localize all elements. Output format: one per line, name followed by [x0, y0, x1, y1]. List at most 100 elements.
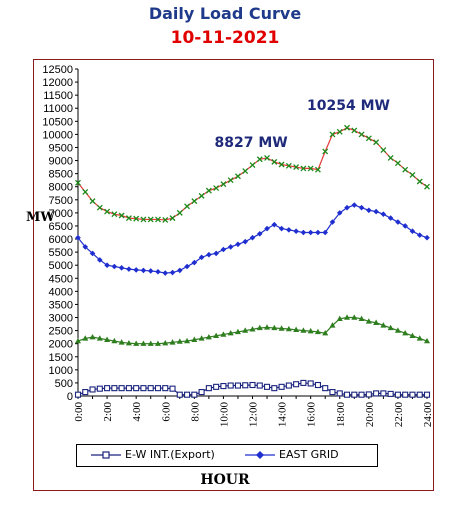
- data-point: [75, 234, 81, 241]
- y-tick-label: 11500: [43, 90, 73, 102]
- data-point: [75, 337, 81, 344]
- y-tick-label: 6500: [49, 221, 73, 233]
- data-point: [264, 154, 271, 161]
- data-point: [271, 158, 278, 165]
- y-tick-label: 8000: [49, 182, 73, 194]
- data-point: [133, 340, 140, 346]
- data-point: [329, 322, 336, 328]
- data-point: [140, 340, 147, 346]
- data-point: [402, 391, 409, 398]
- y-tick-label: 7000: [49, 208, 73, 220]
- data-point: [198, 335, 205, 341]
- y-tick-label: 4000: [49, 286, 73, 298]
- data-point: [111, 385, 118, 392]
- data-point: [242, 382, 249, 389]
- data-point: [424, 234, 430, 241]
- legend-label-east-grid: EAST GRID: [279, 448, 339, 461]
- data-point: [227, 177, 234, 184]
- legend-marker-diamond-icon: [245, 450, 275, 459]
- y-tick-label: 1000: [49, 365, 73, 377]
- data-point: [409, 171, 416, 178]
- data-point: [344, 314, 351, 320]
- x-tick-label: 10:00: [218, 402, 230, 428]
- data-point: [351, 391, 358, 398]
- data-point: [329, 131, 336, 138]
- data-point: [155, 268, 161, 275]
- data-point: [271, 221, 278, 228]
- y-tick-label: 1500: [49, 352, 73, 364]
- data-point: [307, 327, 314, 334]
- data-point: [416, 178, 423, 185]
- data-point: [205, 333, 212, 340]
- data-point: [169, 385, 176, 392]
- data-point: [74, 391, 82, 398]
- data-point: [162, 385, 169, 392]
- data-point: [205, 187, 212, 194]
- data-point: [373, 319, 380, 325]
- data-point: [416, 232, 423, 238]
- data-point: [358, 204, 365, 211]
- data-point: [256, 156, 263, 163]
- data-point: [322, 148, 329, 155]
- data-point: [191, 336, 198, 342]
- x-tick-label: 22:00: [393, 402, 405, 428]
- data-point: [286, 227, 292, 233]
- data-point: [416, 391, 423, 398]
- data-point: [154, 340, 161, 346]
- y-tick-label: 0: [67, 391, 73, 403]
- x-axis-label: HOUR: [200, 472, 250, 488]
- y-tick-label: 12500: [42, 64, 73, 76]
- data-point: [147, 340, 154, 346]
- y-tick-label: 6000: [49, 234, 73, 246]
- peak-annotation: 10254 MW: [307, 98, 390, 114]
- x-tick-label: 16:00: [306, 402, 318, 428]
- data-point: [380, 211, 387, 217]
- data-point: [278, 383, 285, 390]
- data-point: [184, 263, 190, 270]
- data-point: [104, 262, 110, 268]
- data-point: [82, 335, 89, 341]
- data-point: [300, 229, 307, 236]
- data-point: [205, 385, 212, 392]
- data-point: [271, 385, 278, 392]
- data-point: [307, 229, 314, 236]
- data-point: [89, 250, 96, 257]
- data-point: [256, 324, 263, 331]
- data-point: [176, 209, 183, 216]
- legend-label-ew-int: E-W INT.(Export): [125, 448, 215, 461]
- data-point: [264, 225, 270, 232]
- x-tick-label: 8:00: [189, 402, 201, 422]
- data-point: [344, 204, 350, 211]
- data-point: [111, 263, 118, 270]
- data-point: [394, 327, 401, 333]
- data-point: [96, 335, 103, 341]
- data-point: [409, 391, 416, 398]
- data-point: [402, 166, 409, 173]
- chart-title: Daily Load Curve: [148, 4, 302, 23]
- y-tick-label: 3000: [49, 313, 73, 325]
- data-point: [96, 385, 103, 392]
- x-tick-label: 0:00: [73, 402, 85, 422]
- data-point: [402, 223, 408, 229]
- legend-item-ew-int: E-W INT.(Export): [91, 448, 215, 461]
- data-point: [293, 164, 300, 171]
- data-point: [387, 324, 394, 331]
- data-point: [96, 204, 103, 211]
- data-point: [358, 391, 365, 398]
- data-point: [111, 337, 118, 344]
- y-tick-label: 5500: [49, 247, 73, 259]
- data-point: [147, 216, 154, 223]
- data-point: [249, 326, 256, 332]
- chart-frame: [33, 59, 434, 491]
- data-point: [176, 338, 183, 344]
- legend-marker-square-icon: [91, 450, 121, 459]
- x-tick-label: 4:00: [131, 402, 143, 422]
- data-point: [365, 318, 372, 324]
- data-point: [118, 385, 125, 392]
- data-point: [126, 266, 132, 272]
- data-point: [329, 219, 336, 225]
- data-point: [176, 391, 183, 398]
- data-point: [322, 385, 329, 392]
- x-tick-label: 14:00: [277, 402, 289, 428]
- y-tick-label: 3500: [49, 299, 73, 311]
